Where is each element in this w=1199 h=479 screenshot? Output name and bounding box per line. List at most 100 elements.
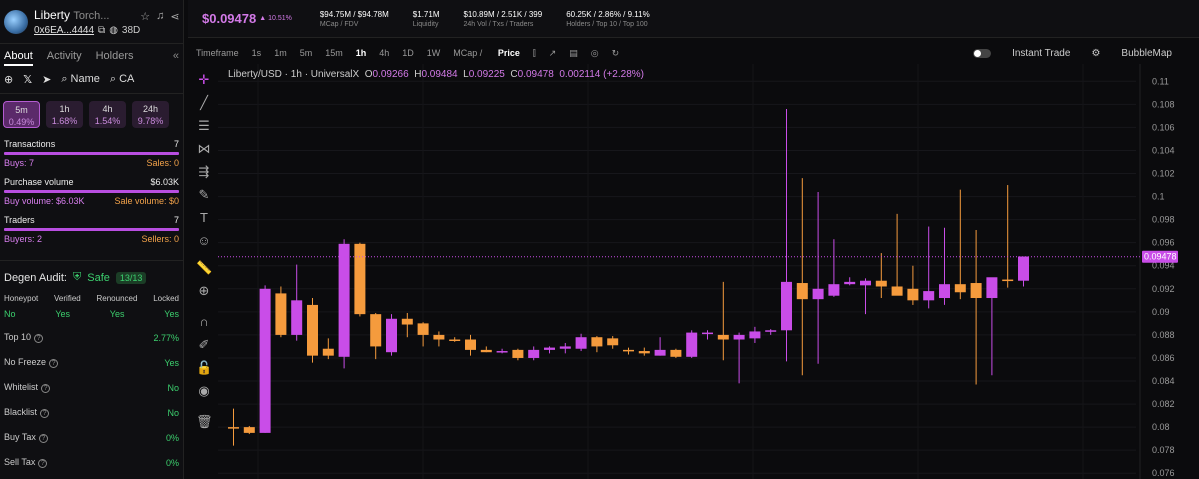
globe-icon[interactable]: ⊕	[4, 74, 14, 86]
bubblemap-label[interactable]: BubbleMap	[1121, 47, 1172, 59]
candle[interactable]	[291, 264, 303, 341]
candle[interactable]	[860, 278, 871, 315]
candle-type-icon[interactable]: ⫿	[532, 47, 536, 58]
brush-icon[interactable]: ✎	[198, 187, 210, 202]
candle[interactable]	[796, 178, 808, 376]
trendline-icon[interactable]: ╱	[200, 95, 208, 110]
bubblemap-icon[interactable]: ⚙	[1091, 47, 1101, 59]
candle[interactable]	[765, 329, 777, 335]
lock-drawing-icon[interactable]: ✐	[198, 337, 210, 352]
magnet-icon[interactable]: ∩	[199, 314, 209, 329]
help-icon[interactable]: ?	[40, 409, 50, 418]
candle[interactable]	[243, 425, 255, 435]
candle[interactable]	[322, 338, 334, 360]
indicator-icon[interactable]: ↗	[548, 47, 557, 58]
tf-box-4h[interactable]: 4h 1.54%	[89, 101, 126, 128]
tab-activity[interactable]: Activity	[46, 50, 82, 62]
telegram-icon[interactable]: ➤	[42, 74, 52, 86]
candle[interactable]	[844, 277, 856, 286]
tab-holders[interactable]: Holders	[95, 50, 134, 62]
interval-4h[interactable]: 4h	[379, 48, 390, 58]
candle[interactable]	[686, 330, 698, 358]
reset-icon[interactable]: ↻	[611, 47, 620, 58]
zoom-in-icon[interactable]: ⊕	[198, 283, 210, 298]
candle[interactable]	[370, 313, 382, 360]
candle[interactable]	[875, 253, 887, 299]
candlestick-chart[interactable]: 0.076 0.078 0.08 0.082 0.084 0.086 0.088 0.09 0.…	[218, 64, 1199, 479]
collapse-panel-icon[interactable]: «	[172, 50, 179, 62]
emoji-icon[interactable]: ☺	[197, 233, 211, 248]
interval-1w[interactable]: 1W	[426, 48, 441, 58]
screenshot-icon[interactable]: ◎	[590, 47, 599, 58]
candle[interactable]	[654, 337, 666, 356]
search-ca-button[interactable]: ⌕ CA	[109, 73, 135, 85]
interval-1s[interactable]: 1s	[251, 48, 262, 58]
interval-1d[interactable]: 1D	[402, 48, 414, 58]
lock-icon[interactable]: 🔓	[196, 360, 213, 375]
tab-about[interactable]: About	[4, 50, 33, 66]
candle[interactable]	[623, 347, 634, 355]
interval-15m[interactable]: 15m	[325, 48, 343, 58]
interval-1h[interactable]: 1h	[355, 48, 367, 58]
candle[interactable]	[781, 108, 792, 362]
candle[interactable]	[1018, 256, 1029, 287]
candle[interactable]	[512, 348, 524, 361]
pattern-icon[interactable]: ⋈	[197, 141, 211, 156]
mcap-price-toggle[interactable]: MCap / Price	[453, 48, 520, 58]
save-layout-icon[interactable]: ▤	[569, 47, 578, 58]
share-icon[interactable]: ⋖	[170, 11, 180, 23]
copy-icon[interactable]: ⧉	[98, 24, 106, 36]
ruler-icon[interactable]: 📏	[196, 260, 213, 275]
candle[interactable]	[749, 326, 761, 343]
candle[interactable]	[607, 336, 619, 349]
candle[interactable]	[417, 322, 429, 347]
candle[interactable]	[702, 330, 713, 340]
text-icon[interactable]: T	[200, 210, 208, 225]
candle[interactable]	[591, 336, 603, 353]
candle[interactable]	[907, 265, 919, 305]
candle[interactable]	[891, 213, 903, 296]
candle[interactable]	[496, 348, 508, 354]
x-icon[interactable]: 𝕏	[23, 74, 33, 86]
fib-icon[interactable]: ☰	[198, 118, 210, 133]
candle[interactable]	[480, 346, 492, 353]
eye-icon[interactable]: ◉	[198, 383, 210, 398]
help-icon[interactable]: ?	[49, 359, 59, 368]
tf-box-5m[interactable]: 5m 0.49%	[3, 101, 40, 128]
candle[interactable]	[970, 230, 982, 385]
candle[interactable]	[670, 348, 682, 358]
tf-box-1h[interactable]: 1h 1.68%	[46, 101, 83, 128]
candle[interactable]	[575, 333, 587, 352]
search-name-button[interactable]: ⌕ Name	[61, 73, 100, 85]
candle[interactable]	[733, 332, 745, 384]
crosshair-icon[interactable]: ✛	[198, 72, 210, 87]
candle[interactable]	[1002, 185, 1014, 288]
star-icon[interactable]: ☆	[140, 11, 151, 23]
candle[interactable]	[386, 314, 397, 356]
projection-icon[interactable]: ⇶	[198, 164, 210, 179]
candle[interactable]	[544, 346, 555, 354]
candle[interactable]	[812, 191, 824, 364]
candle[interactable]	[939, 227, 950, 305]
help-icon[interactable]: ?	[41, 384, 51, 393]
instant-trade-toggle[interactable]	[973, 48, 992, 58]
candle[interactable]	[828, 239, 840, 297]
candle[interactable]	[401, 313, 413, 338]
candle[interactable]	[528, 346, 540, 361]
candle[interactable]	[449, 337, 461, 342]
candle[interactable]	[954, 189, 966, 300]
trash-icon[interactable]: 🗑	[196, 414, 213, 429]
help-icon[interactable]: ?	[38, 434, 48, 443]
token-address[interactable]: 0x6EA...4444	[34, 24, 95, 36]
help-icon[interactable]: ?	[38, 459, 48, 468]
candle[interactable]	[338, 239, 350, 369]
candle[interactable]	[354, 242, 366, 317]
interval-1m[interactable]: 1m	[274, 48, 287, 58]
candle[interactable]	[307, 298, 318, 363]
candle[interactable]	[986, 277, 998, 376]
candle[interactable]	[433, 331, 445, 347]
interval-5m[interactable]: 5m	[299, 48, 313, 58]
bell-icon[interactable]: ♫	[156, 10, 165, 22]
candle[interactable]	[923, 226, 935, 309]
candle[interactable]	[559, 342, 571, 354]
